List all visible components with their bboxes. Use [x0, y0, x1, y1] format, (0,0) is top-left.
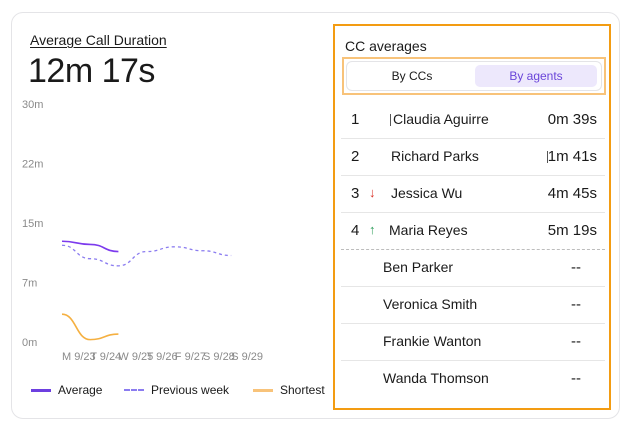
series-line-previous-week: [61, 244, 232, 267]
x-tick-label: F 9/27: [175, 351, 206, 363]
agent-row[interactable]: 1 Claudia Aguirre 0m 39s: [341, 102, 605, 139]
agent-value: 0m 39s: [547, 111, 597, 128]
agent-value: 4m 45s: [547, 185, 597, 202]
legend-shortest-swatch: [253, 388, 273, 392]
rank: 1: [351, 111, 360, 128]
agent-row[interactable]: Ben Parker --: [341, 250, 605, 287]
agent-value: --: [571, 370, 581, 387]
x-tick-label: S 9/28: [203, 351, 235, 363]
agent-name: Frankie Wanton: [383, 333, 482, 349]
agent-value: --: [571, 296, 581, 313]
agent-name: Ben Parker: [383, 259, 454, 275]
x-tick-label: S 9/29: [231, 351, 263, 363]
series-line-shortest: [61, 313, 119, 341]
arrow-down-icon: ↓: [369, 185, 376, 200]
segmented-control: By CCs By agents: [346, 61, 602, 91]
agent-row[interactable]: 3 ↓ Jessica Wu 4m 45s: [341, 176, 605, 213]
legend-average-label: Average: [58, 383, 103, 397]
agent-name: Veronica Smith: [383, 296, 478, 312]
cc-averages-panel: CC averages By CCs By agents 1 Claudia A…: [333, 24, 611, 410]
panel-title: CC averages: [345, 38, 427, 54]
x-tick-label: M 9/23: [62, 351, 96, 363]
tab-by-agents[interactable]: By agents: [475, 65, 597, 87]
legend-previous-week-label: Previous week: [151, 383, 230, 397]
arrow-up-icon: ↑: [369, 222, 376, 237]
rank: 2: [351, 148, 360, 165]
rank: 3: [351, 185, 360, 202]
agent-value: --: [571, 333, 581, 350]
agent-value: --: [571, 259, 581, 276]
legend-shortest-label: Shortest: [280, 383, 325, 397]
agent-row[interactable]: Wanda Thomson --: [341, 361, 605, 397]
agent-name: Wanda Thomson: [383, 370, 489, 386]
agent-name: Maria Reyes: [389, 222, 468, 238]
x-tick-label: W 9/25: [118, 351, 153, 363]
tab-by-ccs[interactable]: By CCs: [391, 69, 433, 83]
metric-value: 12m 17s: [28, 52, 155, 90]
y-tick-label: 22m: [22, 159, 43, 171]
series-line-average: [61, 240, 119, 253]
y-tick-label: 7m: [22, 278, 37, 290]
agent-row[interactable]: 2 Richard Parks 1m 41s: [341, 139, 605, 176]
y-tick-label: 0m: [22, 337, 37, 349]
legend-average[interactable]: Average: [31, 383, 102, 397]
segmented-control-focus: By CCs By agents: [342, 57, 606, 95]
agent-row[interactable]: 4 ↑ Maria Reyes 5m 19s: [341, 213, 605, 250]
line-chart: 30m 22m 15m 7m 0m M 9/23T 9/24W 9/25T 9/26F 9…: [22, 99, 263, 363]
x-tick-label: T 9/26: [147, 351, 178, 363]
legend-previous-week[interactable]: Previous week: [124, 383, 229, 397]
bar-marker: [390, 114, 391, 126]
legend-average-swatch: [31, 388, 51, 392]
rank: 4: [351, 222, 360, 239]
x-tick-label: T 9/24: [90, 351, 121, 363]
agent-name: Jessica Wu: [391, 185, 463, 201]
metric-title[interactable]: Average Call Duration: [30, 32, 167, 48]
agent-value: 5m 19s: [547, 222, 597, 239]
agent-name: Richard Parks: [391, 148, 479, 164]
agent-row[interactable]: Frankie Wanton --: [341, 324, 605, 361]
agent-value: 1m 41s: [547, 148, 597, 165]
y-tick-label: 30m: [22, 99, 43, 111]
legend-shortest[interactable]: Shortest: [253, 383, 325, 397]
legend-previous-week-swatch: [124, 389, 144, 391]
agent-row[interactable]: Veronica Smith --: [341, 287, 605, 324]
y-tick-label: 15m: [22, 218, 43, 230]
bar-marker: [547, 151, 548, 163]
agent-name: Claudia Aguirre: [393, 111, 489, 127]
